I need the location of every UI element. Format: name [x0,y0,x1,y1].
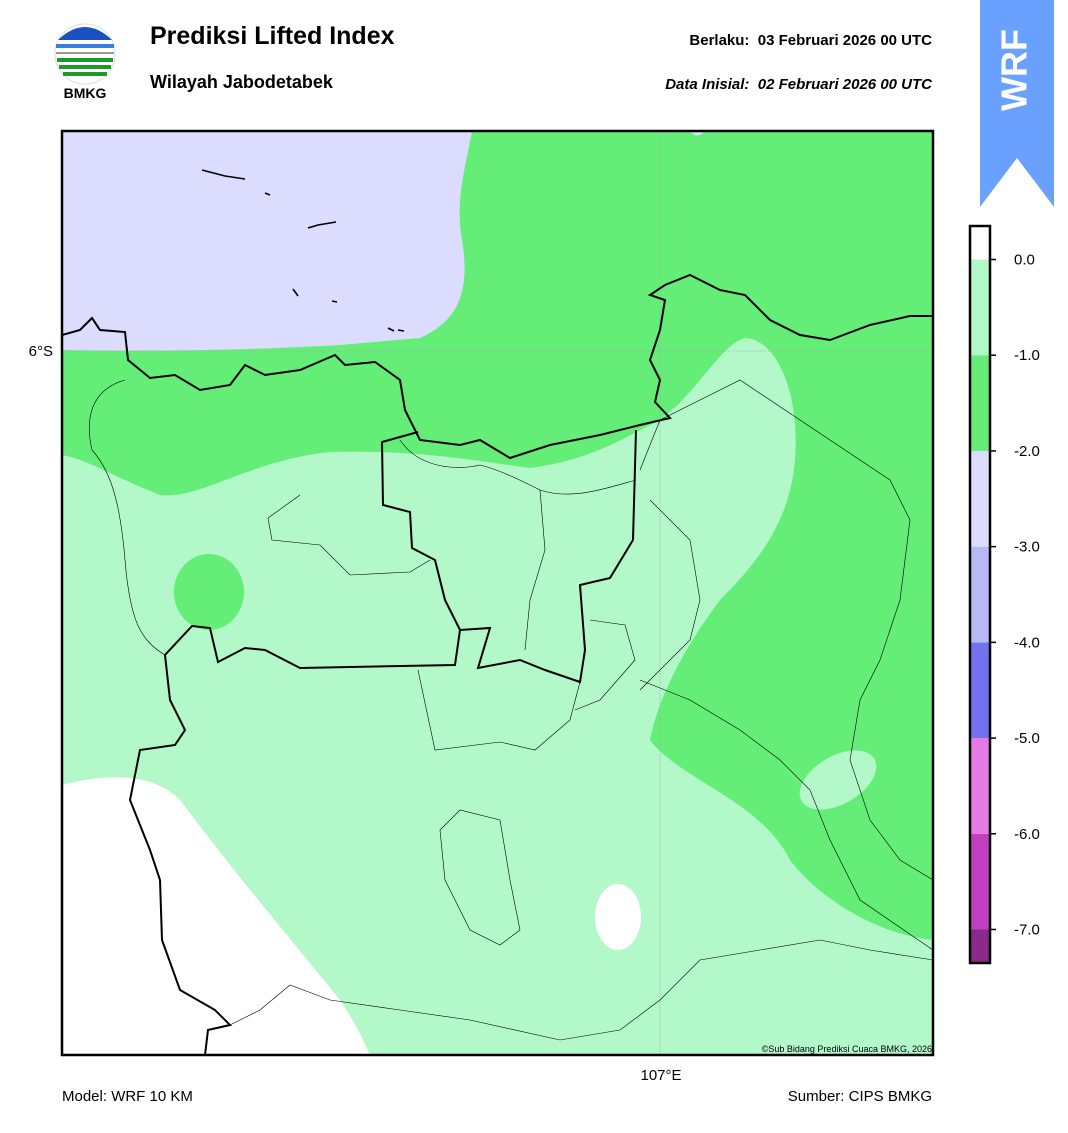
colorbar: 0.0 -1.0 -2.0 -3.0 -4.0 -5.0 -6.0 -7.0 [968,224,1040,965]
logo-text: BMKG [64,85,107,101]
footer-model: Model: WRF 10 KM [62,1088,193,1105]
logo: BMKG [54,23,116,101]
lat-label: 6°S [29,343,53,360]
colorbar-label: -7.0 [1014,922,1040,939]
footer-source: Sumber: CIPS BMKG [788,1088,932,1105]
colorbar-frame [968,224,992,965]
credit: ©Sub Bidang Prediksi Cuaca BMKG, 2026 [762,1044,932,1054]
colorbar-segment [970,259,990,356]
colorbar-segment [970,929,990,963]
colorbar-segment [970,355,990,451]
map-frame [60,129,935,1057]
colorbar-label: -1.0 [1014,347,1040,364]
map: ©Sub Bidang Prediksi Cuaca BMKG, 2026 [62,131,933,1055]
colorbar-segment [970,450,990,547]
badge-text: WRF [994,29,1035,111]
init-time: Data Inisial: 02 Februari 2026 00 UTC [665,76,933,93]
subtitle: Wilayah Jabodetabek [150,72,334,92]
colorbar-segment [970,226,990,260]
valid-time: Berlaku: 03 Februari 2026 00 UTC [689,32,932,49]
colorbar-label: -5.0 [1014,730,1040,747]
colorbar-label: -6.0 [1014,826,1040,843]
colorbar-segment [970,546,990,643]
colorbar-segment [970,833,990,930]
title: Prediksi Lifted Index [150,22,395,50]
colorbar-segment [970,738,990,834]
colorbar-label: -3.0 [1014,539,1040,556]
lon-label: 107°E [640,1067,681,1084]
badge [980,0,1054,207]
colorbar-label: 0.0 [1014,252,1035,269]
colorbar-label: -4.0 [1014,634,1040,651]
colorbar-segment [970,642,990,739]
colorbar-label: -2.0 [1014,443,1040,460]
